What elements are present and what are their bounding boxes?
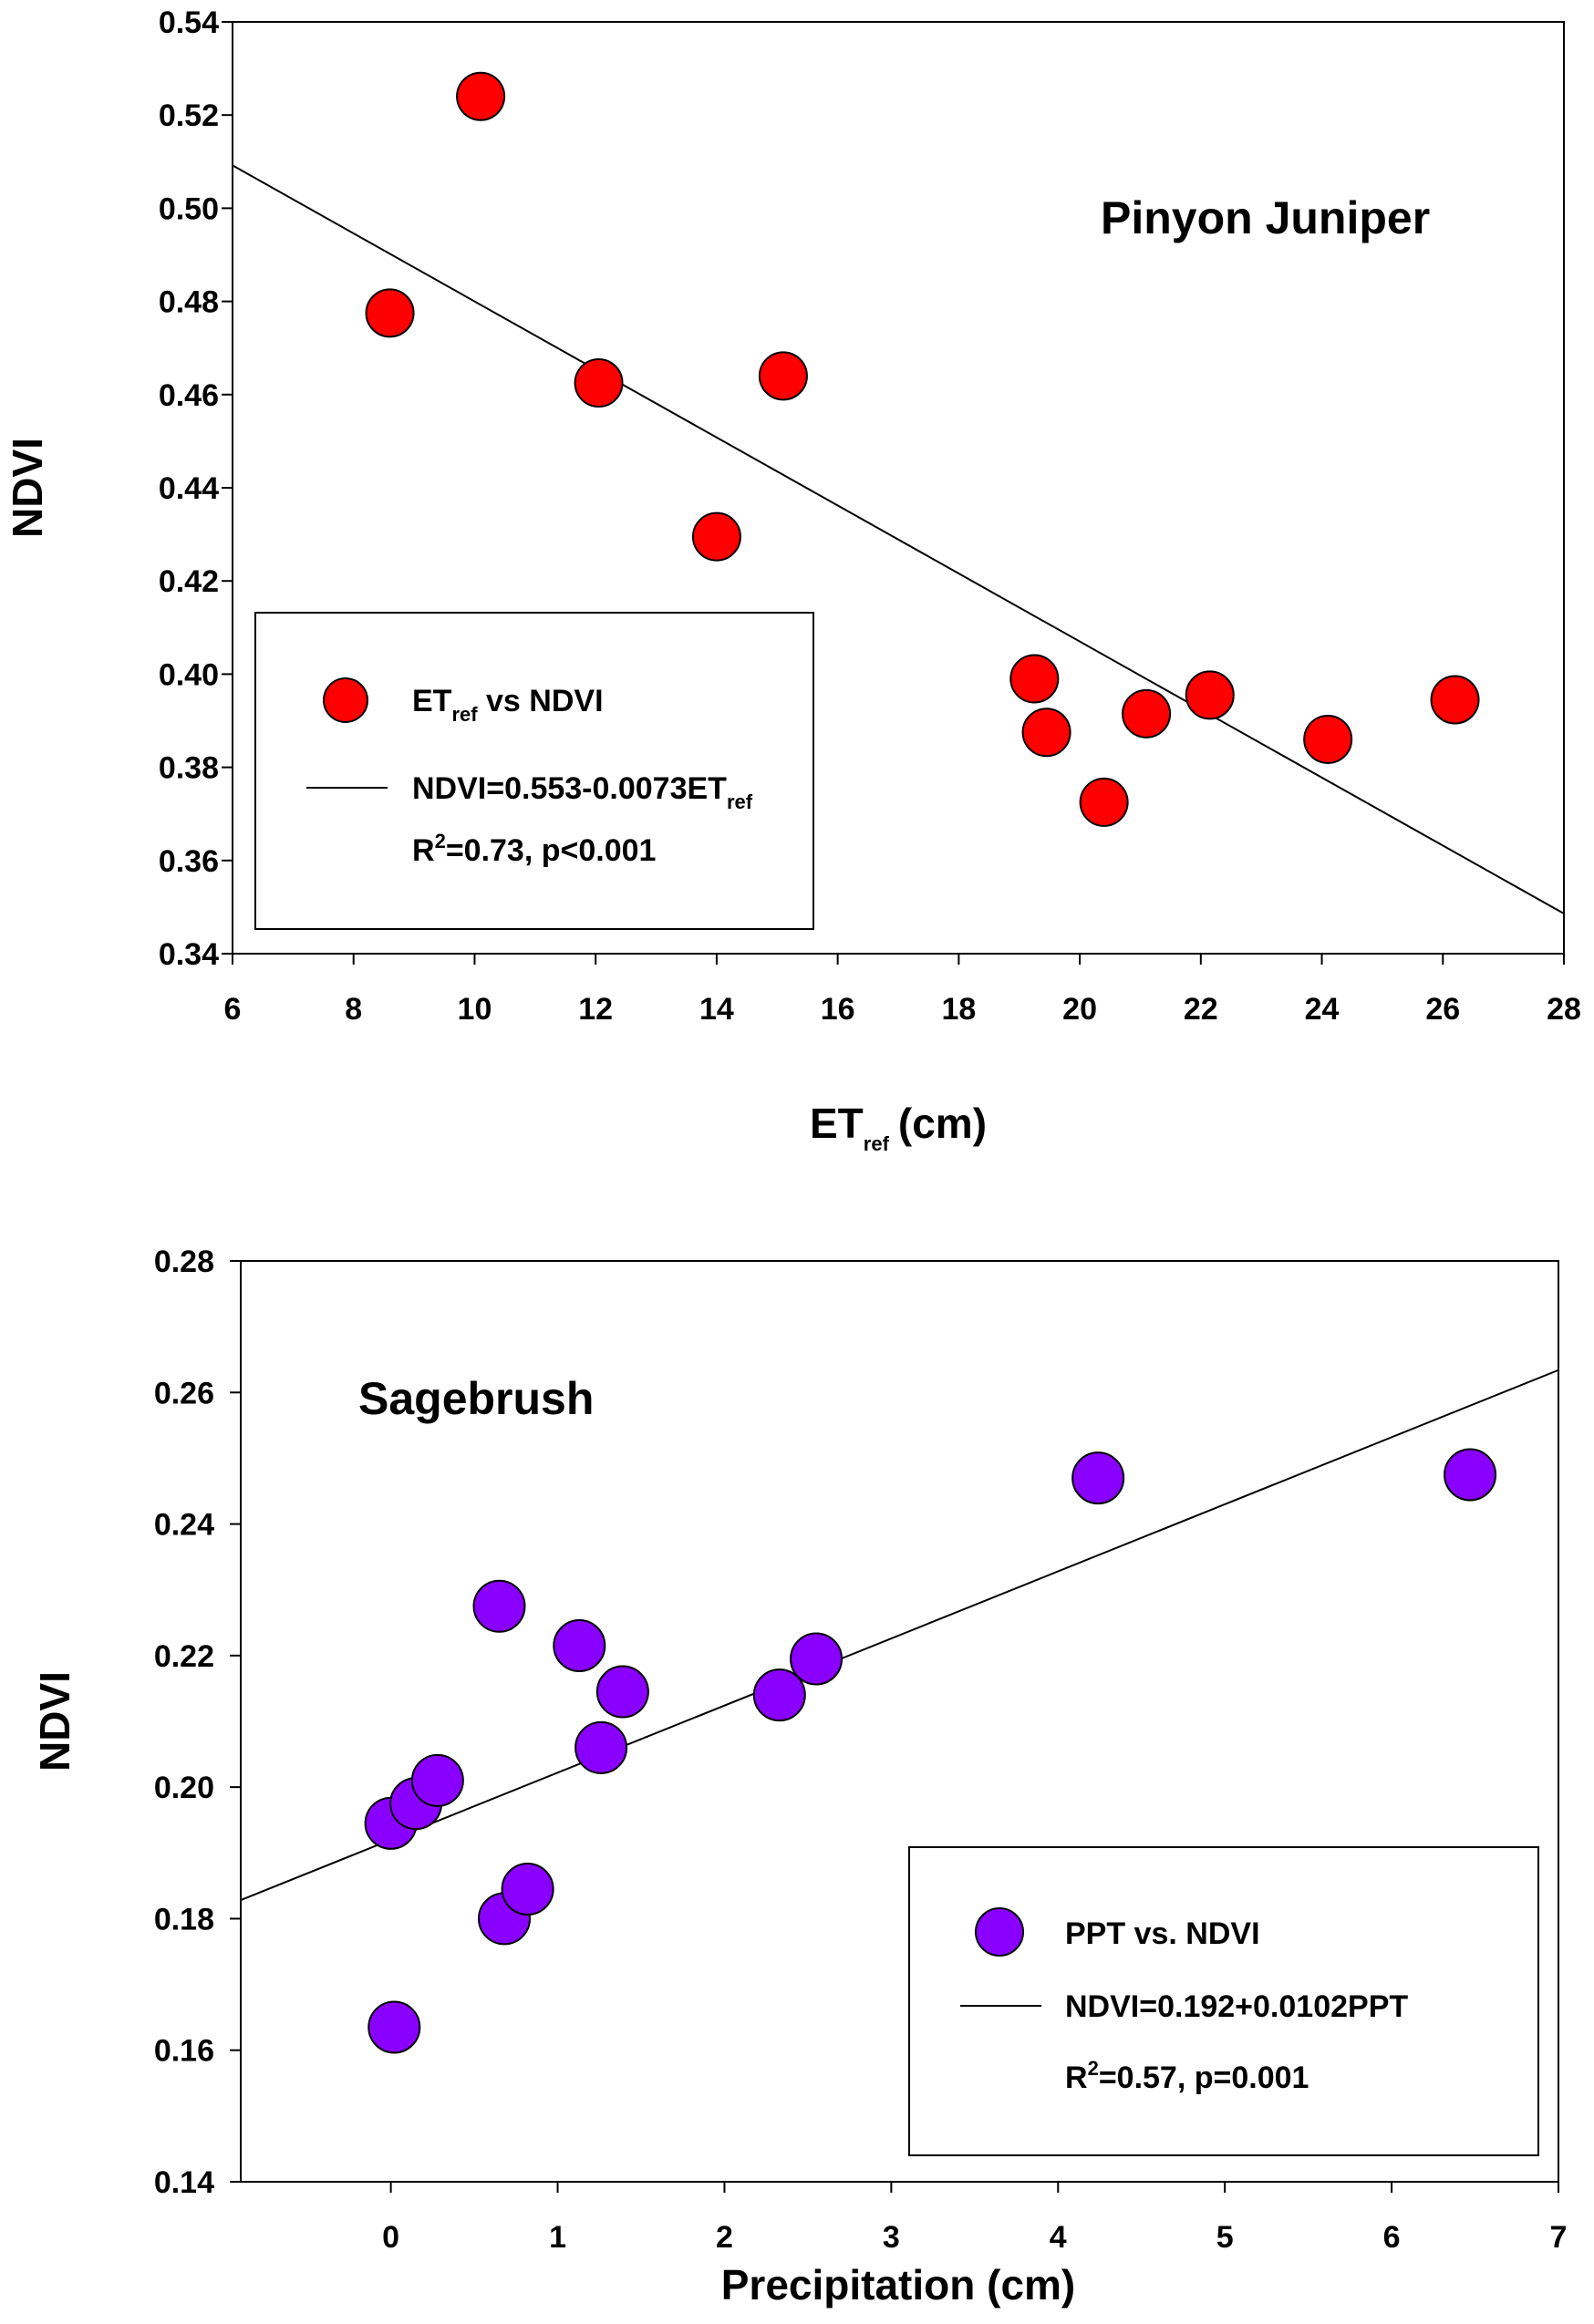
y-axis-title: NDVI [31, 1671, 78, 1771]
x-tick-label: 26 [1425, 992, 1460, 1027]
data-point [365, 288, 415, 338]
legend-marker [975, 1907, 1024, 1957]
y-tick-label: 0.26 [154, 1376, 214, 1410]
regression-line [240, 1369, 1559, 1902]
data-point [410, 1753, 464, 1807]
legend: ETref vs NDVI NDVI=0.553-0.0073ETref R2=… [254, 612, 814, 930]
legend: PPT vs. NDVI NDVI=0.192+0.0102PPT R2=0.5… [908, 1846, 1539, 2156]
x-axis-ticks: 0 1 2 3 4 5 6 7 [382, 2182, 1567, 2255]
y-tick-label: 0.42 [159, 564, 219, 599]
plot-frame [240, 1260, 1559, 2183]
x-tick-label: 0 [382, 2220, 399, 2255]
data-point [1021, 708, 1071, 758]
y-axis-ticks: 0.14 0.16 0.18 0.20 0.22 0.24 0.26 0.28 [154, 1245, 241, 2200]
y-tick-label: 0.14 [154, 2165, 214, 2200]
data-point [472, 1579, 526, 1633]
x-tick-label: 18 [941, 992, 976, 1027]
legend-marker-label: PPT vs. NDVI [1065, 1916, 1260, 1951]
x-axis-ticks: 6 8 10 12 14 16 18 20 22 24 26 28 [224, 954, 1581, 1027]
y-axis-ticks: 0.34 0.36 0.38 0.40 0.42 0.44 0.46 0.48 0.50 0.52… [159, 5, 233, 972]
x-tick-label: 6 [1383, 2220, 1401, 2255]
y-tick-label: 0.54 [159, 5, 219, 40]
panel-annotation: Sagebrush [358, 1373, 594, 1424]
legend-marker [323, 677, 368, 723]
x-tick-label: 1 [549, 2220, 566, 2255]
x-tick-label: 20 [1062, 992, 1097, 1027]
data-point [790, 1632, 844, 1686]
regression-line [232, 164, 1565, 914]
x-tick-label: 4 [1050, 2220, 1067, 2255]
legend-line-label: NDVI=0.192+0.0102PPT [1065, 1989, 1408, 2024]
x-tick-label: 16 [821, 992, 855, 1027]
data-point [574, 1720, 628, 1774]
x-tick-label: 10 [458, 992, 492, 1027]
data-points [365, 71, 1480, 827]
y-tick-label: 0.38 [159, 751, 219, 786]
y-tick-label: 0.28 [154, 1245, 214, 1279]
x-tick-label: 12 [578, 992, 613, 1027]
y-tick-label: 0.20 [154, 1771, 214, 1805]
data-point [691, 511, 741, 562]
data-point [1185, 670, 1235, 720]
y-tick-label: 0.40 [159, 657, 219, 692]
y-tick-label: 0.52 [159, 98, 219, 133]
y-tick-label: 0.16 [154, 2034, 214, 2069]
x-tick-label: 22 [1184, 992, 1218, 1027]
y-tick-label: 0.44 [159, 471, 219, 506]
x-tick-label: 2 [716, 2220, 733, 2255]
y-tick-label: 0.24 [154, 1508, 214, 1543]
data-points [364, 1448, 1497, 2054]
x-tick-label: 8 [345, 992, 362, 1027]
y-tick-label: 0.22 [154, 1639, 214, 1674]
y-tick-label: 0.18 [154, 1902, 214, 1937]
y-tick-label: 0.46 [159, 378, 219, 413]
data-point [1122, 688, 1172, 739]
x-axis-title: ETref (cm) [810, 1100, 987, 1155]
y-tick-label: 0.36 [159, 844, 219, 879]
data-point [1430, 675, 1480, 725]
data-point [367, 2000, 421, 2054]
data-point [752, 1668, 806, 1722]
x-tick-label: 24 [1305, 992, 1340, 1027]
panel-annotation: Pinyon Juniper [1101, 192, 1430, 243]
legend-r2-label: R2=0.73, p<0.001 [412, 830, 656, 868]
legend-box [908, 1846, 1539, 2156]
x-tick-label: 28 [1547, 992, 1581, 1027]
x-tick-label: 14 [699, 992, 734, 1027]
x-tick-label: 7 [1550, 2220, 1568, 2255]
data-point [501, 1862, 554, 1916]
x-axis-title: Precipitation (cm) [721, 2261, 1076, 2309]
data-point [1079, 777, 1129, 827]
data-point [1009, 654, 1060, 704]
y-tick-label: 0.50 [159, 191, 219, 226]
legend-box [254, 612, 814, 930]
y-tick-label: 0.48 [159, 285, 219, 320]
data-point [553, 1619, 606, 1673]
x-tick-label: 5 [1216, 2220, 1234, 2255]
sagebrush-panel: 0.14 0.16 0.18 0.20 0.22 0.24 0.26 0.28 0 1 2 3 4 5 6… [31, 1245, 1567, 2309]
legend-line-label: NDVI=0.553-0.0073ETref [412, 771, 753, 813]
data-point [1303, 714, 1353, 764]
legend-marker-label: ETref vs NDVI [412, 684, 604, 726]
x-tick-label: 3 [883, 2220, 900, 2255]
y-tick-label: 0.34 [159, 937, 219, 972]
data-point [574, 358, 624, 408]
pinyon-juniper-panel: 0.34 0.36 0.38 0.40 0.42 0.44 0.46 0.48 0.50 0.52… [4, 5, 1581, 1155]
data-point [595, 1665, 649, 1719]
legend-r2-label: R2=0.57, p=0.001 [1065, 2057, 1309, 2095]
x-tick-label: 6 [224, 992, 242, 1027]
data-point [1444, 1448, 1497, 1502]
y-axis-title: NDVI [4, 438, 51, 538]
data-point [1071, 1451, 1125, 1505]
data-point [758, 351, 808, 401]
data-point [456, 71, 506, 121]
